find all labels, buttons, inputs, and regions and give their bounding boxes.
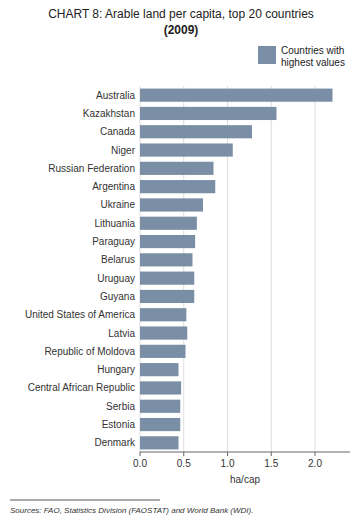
y-tick-label: Estonia — [102, 419, 136, 430]
y-tick-label: Guyana — [100, 291, 135, 302]
y-tick-label: Uruguay — [97, 273, 135, 284]
legend-swatch — [258, 46, 276, 64]
x-axis-label: ha/cap — [230, 474, 260, 485]
y-tick-label: Belarus — [101, 254, 135, 265]
y-tick-label: United States of America — [25, 309, 135, 320]
y-tick-label: Serbia — [106, 401, 135, 412]
y-tick-label: Paraguay — [92, 236, 135, 247]
legend-label: Countries withhighest values — [281, 45, 345, 68]
grid-line — [140, 86, 141, 452]
bar — [140, 326, 187, 339]
bar — [140, 235, 195, 248]
x-axis: 0.0 0.5 1.0 1.5 2.0 — [133, 452, 350, 469]
bars — [140, 89, 333, 450]
x-tick — [140, 452, 141, 456]
y-tick-label: Australia — [96, 90, 135, 101]
bar — [140, 180, 215, 193]
x-tick-label: 2.0 — [308, 458, 322, 469]
bar — [140, 381, 181, 394]
bar — [140, 272, 194, 285]
bar — [140, 253, 193, 266]
grid-line — [183, 86, 184, 452]
bar — [140, 436, 179, 449]
y-tick-label: Hungary — [97, 364, 135, 375]
bar — [140, 107, 277, 120]
bar — [140, 418, 180, 431]
x-tick — [227, 452, 228, 456]
subtitle: (2009) — [164, 23, 199, 37]
y-tick-label: Ukraine — [101, 199, 136, 210]
bar — [140, 363, 179, 376]
bar — [140, 89, 333, 102]
y-tick-label: Lithuania — [94, 218, 135, 229]
bar — [140, 345, 186, 358]
x-tick-label: 0.5 — [177, 458, 191, 469]
bar — [140, 198, 203, 211]
bar — [140, 400, 180, 413]
x-tick — [183, 452, 184, 456]
y-tick-label: Republic of Moldova — [44, 346, 135, 357]
y-tick-label: Canada — [100, 126, 135, 137]
y-tick-label: Central African Republic — [28, 382, 135, 393]
source-rule — [10, 500, 160, 501]
grid — [140, 86, 315, 452]
x-axis-line — [140, 452, 350, 453]
grid-line — [315, 86, 316, 452]
y-tick-label: Russian Federation — [48, 163, 135, 174]
x-tick-label: 0.0 — [133, 458, 147, 469]
x-tick-label: 1.0 — [221, 458, 235, 469]
y-tick-label: Latvia — [108, 328, 135, 339]
legend: Countries withhighest values — [258, 45, 345, 68]
grid-line — [271, 86, 272, 452]
bar — [140, 308, 186, 321]
bar — [140, 217, 197, 230]
x-tick — [315, 452, 316, 456]
y-tick-label: Argentina — [92, 181, 135, 192]
bar — [140, 143, 233, 156]
y-tick-label: Denmark — [94, 437, 136, 448]
title: CHART 8: Arable land per capita, top 20 … — [48, 7, 314, 21]
bar — [140, 162, 214, 175]
y-tick-label: Niger — [111, 145, 136, 156]
y-tick-label: Kazakhstan — [83, 108, 135, 119]
y-axis: Denmark Estonia Serbia Central African Repu… — [25, 90, 136, 449]
grid-line — [227, 86, 228, 452]
bar — [140, 290, 194, 303]
x-tick-label: 1.5 — [264, 458, 278, 469]
x-tick — [271, 452, 272, 456]
bar — [140, 125, 252, 138]
chart: CHART 8: Arable land per capita, top 20 … — [0, 0, 362, 525]
source-note: Sources: FAO, Statistics Division (FAOST… — [10, 506, 253, 515]
